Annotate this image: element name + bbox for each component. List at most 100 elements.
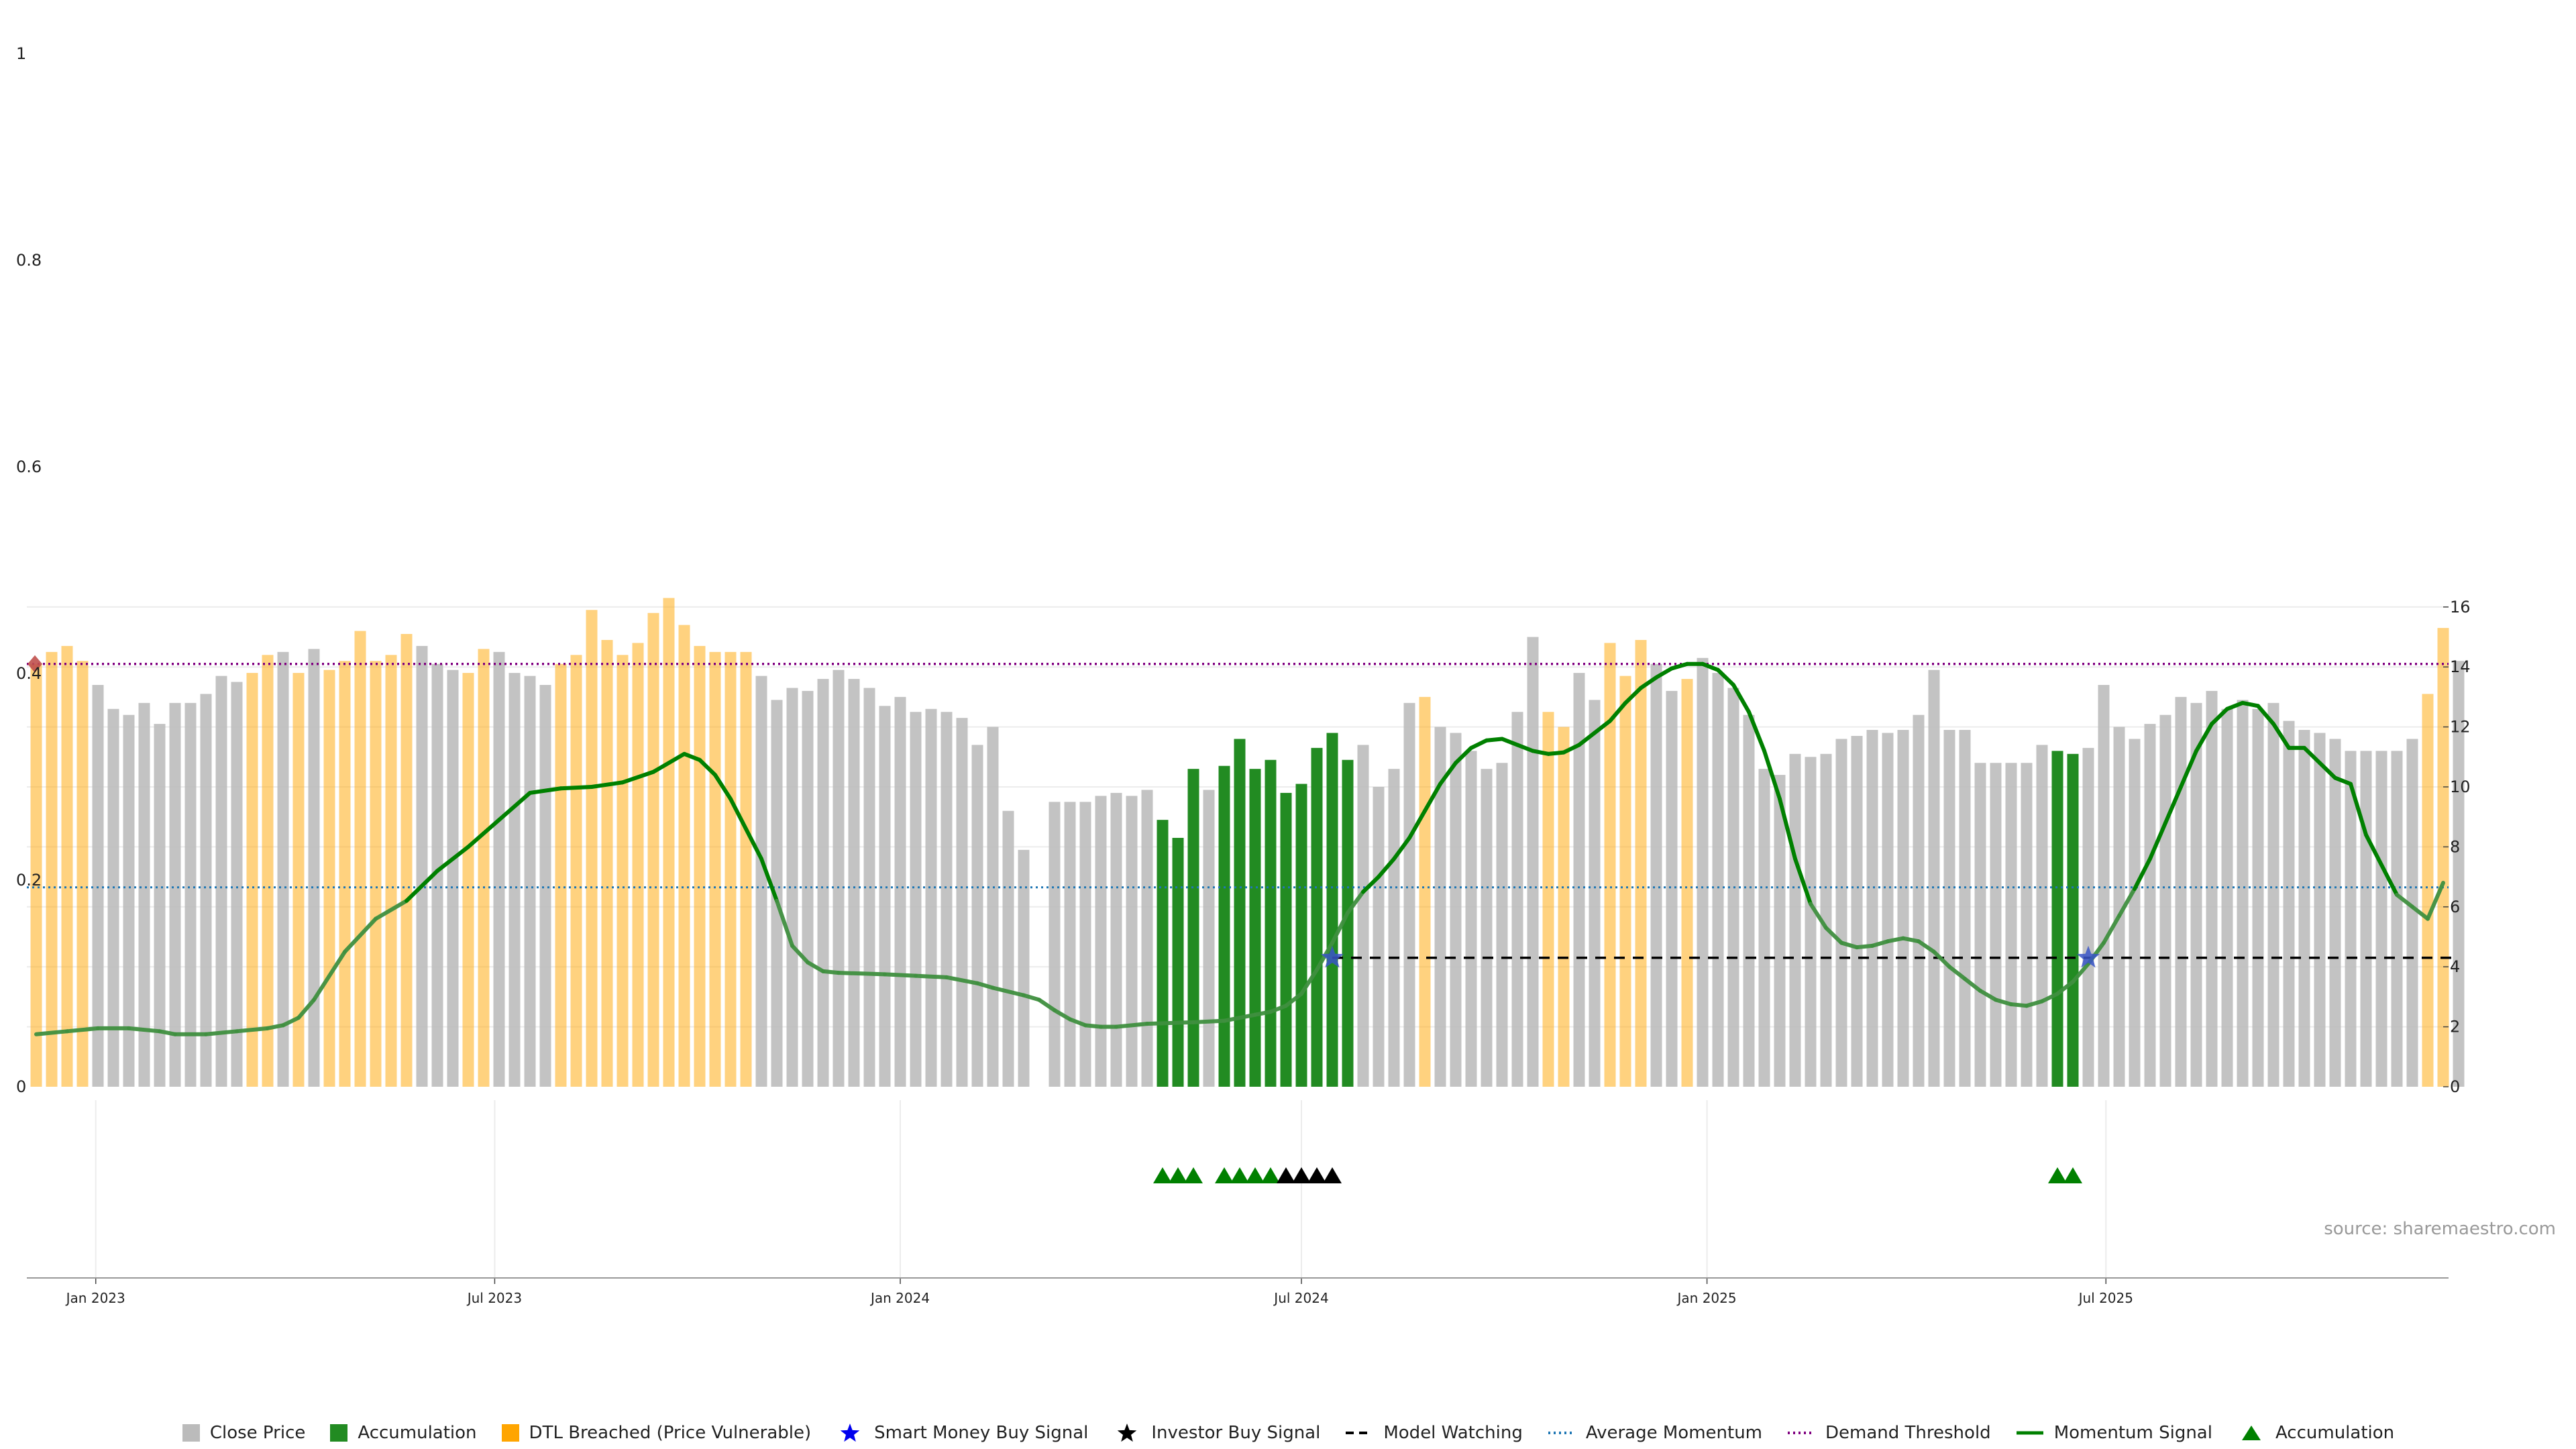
momentum-segment bbox=[1917, 939, 1936, 954]
close-price-bar bbox=[1650, 663, 1662, 1087]
accumulation-bar bbox=[1157, 820, 1169, 1087]
legend-item: Smart Money Buy Signal bbox=[835, 1423, 1088, 1443]
left-tick-label: 0 bbox=[16, 1077, 26, 1096]
momentum-segment bbox=[2179, 749, 2198, 789]
momentum-segment bbox=[1716, 667, 1735, 688]
momentum-segment bbox=[1438, 761, 1458, 786]
square-icon bbox=[330, 1424, 348, 1442]
dtl-breached-bar bbox=[339, 661, 351, 1087]
accumulation-triangle bbox=[1215, 1167, 1234, 1183]
close-price-bar bbox=[941, 712, 953, 1087]
legend-label: Close Price bbox=[209, 1423, 306, 1443]
dtl-breached-bar bbox=[292, 673, 305, 1087]
legend-item: Close Price bbox=[182, 1423, 306, 1443]
momentum-segment bbox=[1546, 750, 1566, 756]
right-tick-label: 0 bbox=[2450, 1077, 2460, 1096]
close-price-bar bbox=[1465, 751, 1477, 1087]
close-price-bar bbox=[1110, 792, 1122, 1087]
momentum-segment bbox=[2302, 745, 2322, 765]
dash-icon bbox=[1346, 1432, 1373, 1434]
momentum-segment bbox=[34, 1029, 69, 1036]
close-price-bar bbox=[802, 690, 814, 1087]
close-price-bar bbox=[1758, 769, 1770, 1087]
close-price-bar bbox=[524, 676, 536, 1087]
close-price-bar bbox=[1589, 700, 1601, 1087]
accumulation-triangle bbox=[1261, 1167, 1280, 1183]
close-price-bar bbox=[1527, 637, 1539, 1087]
momentum-segment bbox=[1731, 683, 1751, 714]
legend-item: Model Watching bbox=[1344, 1423, 1523, 1443]
left-tick-label: 1 bbox=[16, 44, 26, 63]
momentum-segment bbox=[266, 1023, 285, 1030]
momentum-segment bbox=[1083, 1023, 1103, 1029]
dtl-breached-bar bbox=[478, 649, 490, 1087]
close-price-bar bbox=[107, 708, 119, 1087]
momentum-segment bbox=[2349, 782, 2368, 837]
momentum-segment bbox=[281, 1016, 301, 1028]
momentum-segment bbox=[312, 949, 347, 1002]
momentum-segment bbox=[1022, 993, 1041, 1002]
momentum-segment bbox=[1454, 745, 1473, 765]
accumulation-bar bbox=[1249, 769, 1261, 1087]
star-icon bbox=[1118, 1424, 1137, 1442]
x-axis: Jan 2023 Jul 2023 Jan 2024 Jul 2024 Jan 2025… bbox=[27, 1277, 2449, 1306]
close-price-bar bbox=[771, 700, 783, 1087]
momentum-segment bbox=[1701, 661, 1720, 672]
momentum-segment bbox=[2148, 820, 2167, 861]
left-tick-label: 0.8 bbox=[16, 251, 42, 270]
momentum-segment bbox=[1577, 731, 1597, 747]
dtl-breached-bar bbox=[246, 673, 258, 1087]
smart-money-buy-star bbox=[1320, 945, 1344, 968]
momentum-segment bbox=[2133, 857, 2152, 891]
legend-label: Average Momentum bbox=[1585, 1423, 1763, 1443]
right-tick-label: 8 bbox=[2450, 837, 2460, 856]
close-price-bar bbox=[1403, 702, 1415, 1087]
momentum-segment bbox=[1608, 700, 1627, 723]
close-price-bar bbox=[755, 676, 767, 1087]
close-price-bar bbox=[154, 724, 166, 1087]
close-price-bar bbox=[833, 669, 845, 1087]
investor-buy-triangle bbox=[1277, 1167, 1295, 1183]
momentum-segment bbox=[975, 981, 995, 990]
momentum-segment bbox=[1839, 941, 1859, 950]
dtl-breached-bar bbox=[555, 663, 567, 1087]
momentum-segment bbox=[2318, 761, 2337, 780]
momentum-segment bbox=[374, 898, 409, 921]
dtl-breached-bar bbox=[400, 634, 413, 1087]
momentum-segment bbox=[1531, 749, 1550, 756]
close-price-bar bbox=[1743, 714, 1755, 1087]
close-price-bar bbox=[1511, 712, 1523, 1087]
dtl-breached-bar bbox=[76, 661, 89, 1087]
close-price-bar bbox=[2098, 685, 2110, 1087]
right-tick-label: 2 bbox=[2450, 1018, 2460, 1036]
momentum-segment bbox=[1670, 661, 1689, 671]
close-price-bar bbox=[2453, 661, 2465, 1087]
momentum-segment bbox=[2410, 904, 2430, 921]
investor-buy-triangle bbox=[1307, 1167, 1326, 1183]
legend-label: Demand Threshold bbox=[1825, 1423, 1991, 1443]
close-price-bar bbox=[308, 649, 320, 1087]
momentum-segment bbox=[2025, 999, 2044, 1008]
legend-label: Model Watching bbox=[1383, 1423, 1523, 1443]
close-price-bar bbox=[1697, 657, 1709, 1087]
close-price-bar bbox=[817, 679, 829, 1087]
dtl-breached-bar bbox=[724, 651, 737, 1087]
dtl-breached-bar bbox=[2422, 694, 2434, 1087]
momentum-segment bbox=[1361, 875, 1381, 894]
dtl-breached-bar bbox=[46, 651, 58, 1087]
momentum-segment bbox=[466, 818, 501, 849]
close-price-bar bbox=[1357, 745, 1369, 1087]
momentum-signal-line bbox=[34, 661, 2445, 1036]
legend-item: Accumulation bbox=[329, 1423, 477, 1443]
legend-item: Average Momentum bbox=[1547, 1423, 1762, 1443]
close-price-bar bbox=[2267, 702, 2279, 1087]
close-price-bar bbox=[447, 669, 459, 1087]
momentum-segment bbox=[1485, 737, 1504, 743]
dtl-breached-bar bbox=[709, 651, 721, 1087]
momentum-segment bbox=[2333, 775, 2353, 786]
momentum-segment bbox=[2395, 892, 2414, 909]
dot-icon bbox=[1548, 1432, 1575, 1434]
dtl-breached-bar bbox=[694, 645, 706, 1087]
close-price-bar bbox=[493, 651, 505, 1087]
close-price-bar bbox=[2159, 714, 2171, 1087]
